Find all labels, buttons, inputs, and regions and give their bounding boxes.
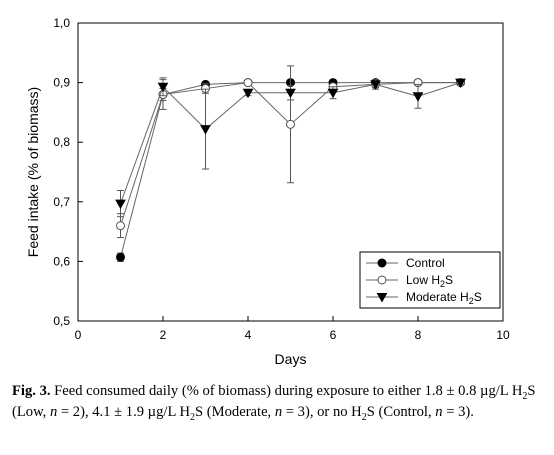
y-tick-label: 0,9 [53,76,70,90]
data-point-control [378,259,386,267]
caption-text: S (Control, [367,404,436,420]
y-tick-label: 0,6 [53,254,70,268]
data-point-moderate-h2s [414,93,423,101]
figure-caption: Fig. 3. Feed consumed daily (% of biomas… [12,381,542,423]
y-tick-label: 0,8 [53,135,70,149]
data-point-moderate-h2s [116,200,125,208]
caption-text: Feed consumed daily (% of biomass) durin… [51,383,523,399]
chart-axes: 0 2 4 6 8 10 0,5 0,6 0,7 0,8 0,9 1,0 Days Feed intake… [25,16,510,367]
caption-figure-label: Fig. 3. [12,383,51,399]
data-point-low-h2s [117,222,125,230]
data-point-moderate-h2s [201,126,210,134]
chart-series [116,66,465,261]
legend-label-low-h2s: Low H2S [406,273,453,289]
y-tick-label: 0,7 [53,195,70,209]
x-tick-label: 8 [415,328,422,342]
caption-text: = 3), or no H [282,404,362,420]
feed-intake-chart: 0 2 4 6 8 10 0,5 0,6 0,7 0,8 0,9 1,0 Days Feed intake… [0,0,554,372]
x-axis-label: Days [275,351,307,367]
caption-text: = 3). [443,404,474,420]
caption-text: S (Moderate, [195,404,275,420]
legend-label-control: Control [406,256,445,270]
x-tick-label: 4 [245,328,252,342]
x-tick-label: 10 [496,328,510,342]
x-tick-label: 6 [330,328,337,342]
y-tick-label: 0,5 [53,314,70,328]
data-point-control [117,253,125,261]
x-tick-label: 0 [75,328,82,342]
y-axis-label: Feed intake (% of biomass) [25,87,41,257]
caption-text: = 2), 4.1 ± 1.9 µg/L H [57,404,190,420]
x-tick-label: 2 [160,328,167,342]
y-tick-label: 1,0 [53,16,70,30]
caption-italic: n [435,404,442,420]
data-point-low-h2s [287,120,295,128]
data-point-low-h2s [244,79,252,87]
data-point-low-h2s [378,276,386,284]
